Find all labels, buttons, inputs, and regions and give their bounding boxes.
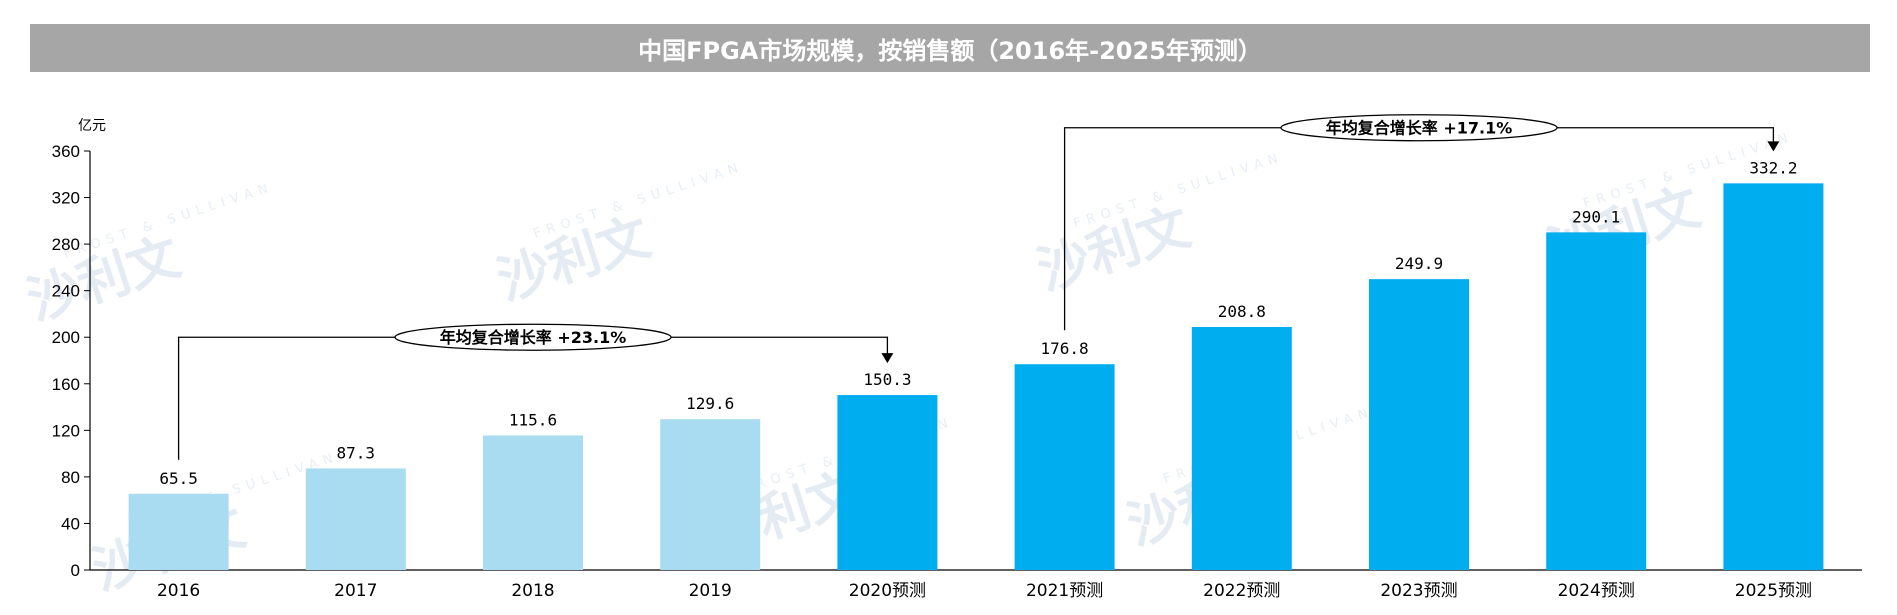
- bar-series: [128, 183, 1824, 570]
- bar: [128, 493, 229, 570]
- y-tick-label: 160: [52, 375, 80, 394]
- bar: [305, 468, 406, 570]
- cagr-annotation: 年均复合增长率 +23.1%: [177, 323, 894, 460]
- y-tick-label: 200: [52, 328, 80, 347]
- cagr-ellipse: [1280, 114, 1558, 142]
- bar: [483, 435, 583, 570]
- bar: [660, 419, 761, 570]
- x-tick-label: 2019: [689, 581, 732, 601]
- cagr-label: 年均复合增长率 +23.1%: [440, 328, 627, 347]
- x-tick-label: 2025预测: [1735, 581, 1812, 601]
- y-axis-unit: 亿元: [78, 118, 106, 134]
- data-label: 332.2: [1749, 158, 1797, 177]
- x-tick-label: 2018: [511, 581, 554, 601]
- bar: [837, 395, 938, 570]
- bar: [1369, 279, 1469, 570]
- cagr-annotations: 年均复合增长率 +23.1% 年均复合增长率 +17.1%: [177, 114, 1780, 460]
- bar: [1723, 183, 1824, 570]
- cagr-arrow-head: [1767, 141, 1780, 152]
- data-label: 129.6: [686, 394, 734, 413]
- y-tick-label: 40: [61, 514, 80, 533]
- chart-axes: 亿元 0 40 80 120 160 200 240 280 320 360 2016 2017 2018…: [52, 118, 1862, 601]
- data-label: 290.1: [1572, 207, 1620, 226]
- cagr-ellipse: [394, 323, 672, 351]
- x-tick-label: 2024预测: [1558, 581, 1635, 601]
- x-tick-label: 2023预测: [1380, 581, 1457, 601]
- data-label: 208.8: [1218, 302, 1266, 321]
- x-tick-label: 2020预测: [849, 581, 926, 601]
- y-tick-label: 240: [52, 282, 80, 301]
- data-labels: 65.5 87.3 115.6 129.6 150.3 176.8 208.8 249.9 29…: [159, 158, 1797, 487]
- cagr-arrow-head: [881, 353, 894, 364]
- y-tick-label: 120: [52, 421, 80, 440]
- cagr-annotation: 年均复合增长率 +17.1%: [1063, 114, 1780, 331]
- cagr-label: 年均复合增长率 +17.1%: [1326, 119, 1513, 138]
- data-label: 65.5: [159, 469, 198, 488]
- y-tick-label: 360: [52, 142, 80, 161]
- data-label: 115.6: [509, 410, 557, 429]
- x-tick-label: 2016: [157, 581, 200, 601]
- bar: [1191, 326, 1292, 570]
- y-tick-label: 320: [52, 189, 80, 208]
- chart-title: 中国FPGA市场规模，按销售额（2016年-2025年预测）: [30, 24, 1870, 72]
- data-label: 249.9: [1395, 254, 1443, 273]
- bar: [1546, 232, 1647, 570]
- data-label: 176.8: [1041, 339, 1089, 358]
- y-tick-label: 280: [52, 235, 80, 254]
- x-tick-label: 2021预测: [1026, 581, 1103, 601]
- x-tick-label: 2022预测: [1203, 581, 1280, 601]
- data-label: 87.3: [337, 443, 376, 462]
- data-label: 150.3: [863, 370, 911, 389]
- x-tick-label: 2017: [334, 581, 377, 601]
- bar: [1014, 364, 1115, 570]
- y-tick-label: 80: [61, 468, 80, 487]
- y-tick-label: 0: [71, 561, 80, 580]
